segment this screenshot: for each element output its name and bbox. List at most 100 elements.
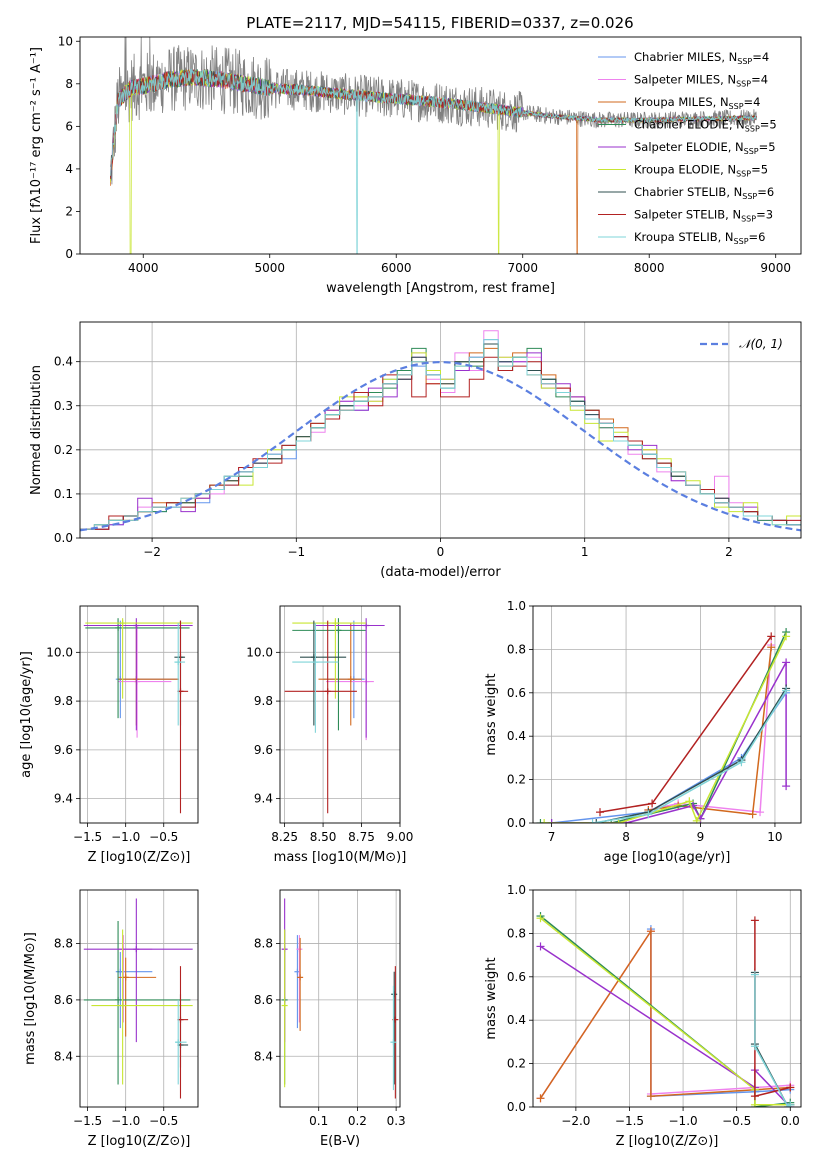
- legend-label: Kroupa MILES, NSSP=4: [634, 95, 760, 111]
- axes-frame: [532, 889, 802, 1108]
- y-tick-label: 0: [65, 247, 73, 261]
- plot-area: [83, 618, 193, 814]
- x-tick-label: −1.0: [669, 1114, 698, 1128]
- legend-label: Salpeter MILES, NSSP=4: [634, 73, 768, 89]
- x-tick-label: 0.1: [309, 1114, 328, 1128]
- legend-label: 𝒩(0, 1): [739, 337, 783, 351]
- y-tick-label: 10.0: [46, 645, 73, 659]
- x-tick-label: 2: [725, 545, 733, 559]
- y-tick-label: 8.4: [54, 1049, 73, 1063]
- panel-spectrum: 4000 5000 6000 7000 8000 9000 0 2 4 6 8 10 Chabrier …: [29, 34, 802, 296]
- x-tick-label: 8.75: [348, 830, 375, 844]
- y-tick-label: 8.8: [54, 937, 73, 951]
- x-tick-label: 0.0: [781, 1114, 800, 1128]
- y-axis-label: Normed distribution: [29, 365, 44, 495]
- weight-line-7: [754, 920, 791, 1098]
- y-tick-label: 0.2: [54, 443, 73, 457]
- y-tick-label: 8: [65, 77, 73, 91]
- y-axis-label: age [log10(age/yr)]: [19, 651, 34, 778]
- plot-area: [536, 912, 795, 1107]
- x-tick-label: −1.0: [111, 1114, 140, 1128]
- panel-weight-vs-age: 7 8 9 10 0.0 0.2 0.4 0.6 0.8 1.0 age [log10(age/yr…: [484, 599, 802, 865]
- axes-frame: [79, 605, 199, 824]
- y-tick-label: 0.4: [54, 355, 73, 369]
- y-tick-label: 1.0: [507, 883, 526, 897]
- x-axis-label: mass [log10(M/M⊙)]: [274, 850, 407, 865]
- x-axis-label: Z [log10(Z/Z⊙)]: [616, 1134, 719, 1149]
- residuals-legend: 𝒩(0, 1): [700, 337, 783, 351]
- y-tick-label: 0.8: [507, 926, 526, 940]
- y-tick-label: 10.0: [246, 645, 273, 659]
- x-tick-label: −1.5: [73, 830, 102, 844]
- y-tick-label: 0.0: [507, 1100, 526, 1114]
- y-tick-label: 8.4: [254, 1049, 273, 1063]
- x-tick-label: −1.0: [111, 830, 140, 844]
- x-tick-label: 0: [437, 545, 445, 559]
- y-tick-label: 0.2: [507, 773, 526, 787]
- axes-frame: [279, 889, 401, 1108]
- weight-line-8: [592, 690, 787, 823]
- x-tick-label: −2: [143, 545, 161, 559]
- y-tick-label: 0.4: [507, 729, 526, 743]
- spectrum-model-8: [110, 68, 757, 254]
- weight-line-2: [648, 647, 772, 816]
- plot-area: [281, 898, 399, 1099]
- x-axis-label: wavelength [Angstrom, rest frame]: [326, 281, 555, 296]
- x-tick-label: 10: [767, 830, 782, 844]
- legend-label: Chabrier MILES, NSSP=4: [634, 50, 769, 66]
- x-axis-label: (data-model)/error: [380, 565, 501, 580]
- y-tick-label: 0.3: [54, 399, 73, 413]
- axes-frame: [79, 889, 199, 1108]
- legend-label: Kroupa STELIB, NSSP=6: [634, 230, 765, 246]
- x-tick-label: 1: [581, 545, 589, 559]
- weight-line-3: [540, 631, 787, 823]
- panel-mass-vs-z: −1.5 −1.0 −0.5 8.4 8.6 8.8 Z [log10(Z/Z⊙)] mass…: [23, 889, 199, 1149]
- plot-area: [80, 330, 801, 532]
- weight-line-4: [551, 662, 787, 823]
- x-tick-label: 7000: [507, 261, 538, 275]
- axes-frame: [532, 605, 802, 824]
- x-tick-label: −0.5: [722, 1114, 751, 1128]
- y-tick-label: 9.6: [254, 743, 273, 757]
- weight-line-4: [540, 945, 791, 1107]
- weight-line-3: [540, 915, 791, 1107]
- x-axis-label: E(B-V): [320, 1134, 360, 1149]
- legend-label: Kroupa ELODIE, NSSP=5: [634, 163, 768, 179]
- y-tick-label: 0.0: [54, 531, 73, 545]
- y-tick-label: 9.8: [54, 694, 73, 708]
- x-axis-label: age [log10(age/yr)]: [604, 850, 731, 865]
- legend-label: Salpeter ELODIE, NSSP=5: [634, 140, 776, 156]
- x-tick-label: −0.5: [149, 1114, 178, 1128]
- panel-age-vs-mass: 8.25 8.50 8.75 9.00 9.4 9.6 9.8 10.0 mass [log10…: [246, 605, 414, 865]
- y-axis-label: Flux [fλ10⁻¹⁷ erg cm⁻² s⁻¹ A⁻¹]: [29, 47, 44, 244]
- x-tick-label: 5000: [254, 261, 285, 275]
- y-tick-label: 10: [58, 34, 73, 48]
- x-tick-label: 6000: [381, 261, 412, 275]
- y-tick-label: 0.0: [507, 816, 526, 830]
- panel-mass-vs-ebv: 0.1 0.2 0.3 8.4 8.6 8.8 E(B-V): [254, 889, 406, 1149]
- y-tick-label: 0.2: [507, 1057, 526, 1071]
- x-tick-label: −0.5: [149, 830, 178, 844]
- y-tick-label: 8.6: [254, 993, 273, 1007]
- x-tick-label: 8000: [634, 261, 665, 275]
- legend-label: Chabrier STELIB, NSSP=6: [634, 185, 774, 201]
- y-tick-label: 1.0: [507, 599, 526, 613]
- x-tick-label: −2.0: [561, 1114, 590, 1128]
- x-tick-label: −1.5: [73, 1114, 102, 1128]
- y-tick-label: 4: [65, 162, 73, 176]
- plot-area: [536, 628, 791, 823]
- plot-area: [284, 618, 385, 814]
- x-tick-label: 9.00: [387, 830, 414, 844]
- y-tick-label: 0.8: [507, 642, 526, 656]
- x-tick-label: 8.50: [310, 830, 337, 844]
- weight-line-1: [539, 928, 791, 1099]
- y-tick-label: 0.6: [507, 686, 526, 700]
- y-tick-label: 6: [65, 119, 73, 133]
- y-tick-label: 9.4: [254, 792, 273, 806]
- x-tick-label: 0.3: [387, 1114, 406, 1128]
- chart-layer: 4000 5000 6000 7000 8000 90000246810Chabrier …: [19, 34, 802, 1149]
- x-tick-label: −1: [287, 545, 305, 559]
- plot-area: [83, 898, 193, 1099]
- weight-line-1: [648, 645, 772, 813]
